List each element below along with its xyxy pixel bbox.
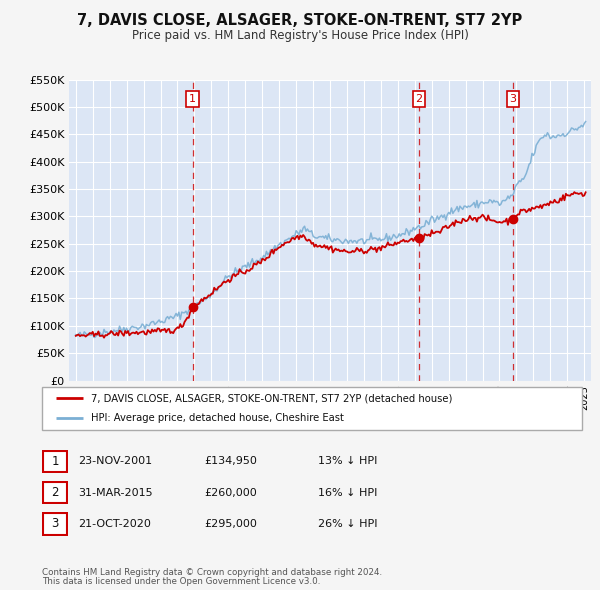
Text: 1: 1 <box>189 94 196 104</box>
FancyBboxPatch shape <box>43 451 67 472</box>
Text: HPI: Average price, detached house, Cheshire East: HPI: Average price, detached house, Ches… <box>91 414 343 424</box>
Text: 26% ↓ HPI: 26% ↓ HPI <box>318 519 377 529</box>
Text: This data is licensed under the Open Government Licence v3.0.: This data is licensed under the Open Gov… <box>42 578 320 586</box>
Text: 16% ↓ HPI: 16% ↓ HPI <box>318 488 377 497</box>
Text: 7, DAVIS CLOSE, ALSAGER, STOKE-ON-TRENT, ST7 2YP (detached house): 7, DAVIS CLOSE, ALSAGER, STOKE-ON-TRENT,… <box>91 393 452 403</box>
Text: 23-NOV-2001: 23-NOV-2001 <box>78 457 152 466</box>
Text: 2: 2 <box>415 94 422 104</box>
Text: Contains HM Land Registry data © Crown copyright and database right 2024.: Contains HM Land Registry data © Crown c… <box>42 568 382 577</box>
Text: £260,000: £260,000 <box>204 488 257 497</box>
Text: 7, DAVIS CLOSE, ALSAGER, STOKE-ON-TRENT, ST7 2YP: 7, DAVIS CLOSE, ALSAGER, STOKE-ON-TRENT,… <box>77 13 523 28</box>
Text: Price paid vs. HM Land Registry's House Price Index (HPI): Price paid vs. HM Land Registry's House … <box>131 29 469 42</box>
FancyBboxPatch shape <box>43 482 67 503</box>
Text: 2: 2 <box>52 486 59 499</box>
FancyBboxPatch shape <box>42 387 582 430</box>
Text: £134,950: £134,950 <box>204 457 257 466</box>
Text: 21-OCT-2020: 21-OCT-2020 <box>78 519 151 529</box>
Text: 3: 3 <box>52 517 59 530</box>
Text: 13% ↓ HPI: 13% ↓ HPI <box>318 457 377 466</box>
Text: £295,000: £295,000 <box>204 519 257 529</box>
FancyBboxPatch shape <box>43 513 67 535</box>
Text: 31-MAR-2015: 31-MAR-2015 <box>78 488 152 497</box>
Text: 1: 1 <box>52 455 59 468</box>
Text: 3: 3 <box>509 94 517 104</box>
